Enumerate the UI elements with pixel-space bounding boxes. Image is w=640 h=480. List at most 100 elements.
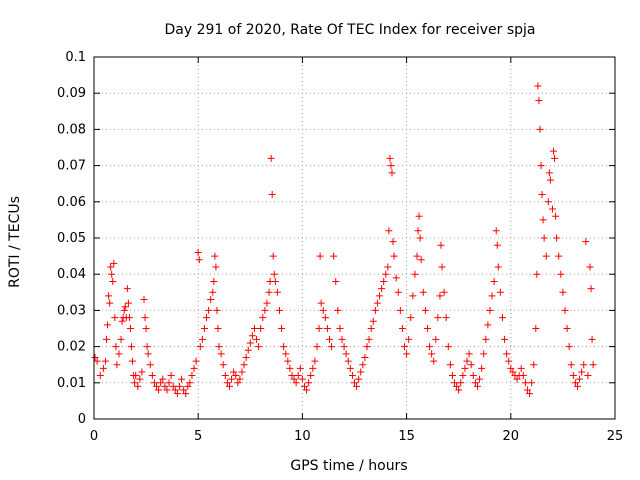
x-tick-label: 25	[607, 429, 624, 444]
data-point	[551, 154, 559, 162]
data-point	[225, 382, 233, 390]
data-point	[106, 299, 114, 307]
data-point	[411, 270, 419, 278]
data-point	[210, 277, 218, 285]
data-point	[557, 270, 565, 278]
data-point	[351, 379, 358, 387]
data-point	[248, 332, 256, 340]
data-point	[357, 368, 365, 376]
data-point	[93, 357, 101, 365]
data-point	[538, 191, 546, 199]
data-point	[305, 379, 313, 387]
data-point	[182, 390, 190, 398]
data-point	[242, 353, 250, 361]
data-point	[494, 263, 502, 271]
data-point	[371, 306, 379, 314]
data-point	[548, 205, 556, 213]
data-point	[363, 343, 371, 351]
data-point	[263, 299, 271, 307]
data-point	[200, 325, 208, 332]
data-point	[542, 252, 550, 260]
data-point	[389, 238, 397, 246]
data-point	[321, 314, 329, 322]
data-point	[438, 263, 446, 271]
data-point	[99, 364, 107, 372]
data-point	[344, 357, 352, 365]
data-point	[257, 325, 265, 332]
data-point	[317, 299, 325, 307]
data-point	[290, 375, 298, 383]
data-point	[211, 252, 219, 260]
data-point	[315, 325, 323, 332]
data-point	[403, 350, 411, 358]
data-point	[569, 372, 577, 380]
data-point	[105, 292, 113, 300]
data-point	[292, 379, 300, 387]
y-tick-label: 0.07	[57, 159, 86, 174]
data-point	[316, 252, 324, 260]
data-point	[192, 357, 200, 365]
data-point	[392, 274, 400, 282]
data-point	[493, 241, 501, 249]
data-point	[270, 270, 278, 278]
data-point	[373, 299, 381, 307]
data-point	[113, 361, 121, 369]
data-point	[136, 375, 144, 383]
data-point	[214, 325, 222, 332]
data-point	[546, 176, 554, 184]
data-point	[159, 375, 167, 383]
data-point	[163, 386, 171, 394]
data-point	[213, 306, 221, 314]
data-point	[540, 234, 548, 242]
data-point	[507, 364, 515, 372]
data-point	[148, 372, 156, 380]
data-point	[244, 346, 252, 354]
data-point	[117, 335, 125, 343]
data-point	[155, 386, 163, 394]
data-point	[455, 386, 463, 394]
data-point	[484, 321, 492, 329]
data-point	[463, 357, 471, 365]
data-point	[537, 162, 545, 170]
data-points	[91, 82, 597, 398]
data-point	[255, 343, 263, 351]
data-point	[390, 252, 398, 260]
data-point	[342, 350, 350, 358]
data-point	[442, 314, 450, 322]
data-point	[501, 335, 509, 343]
data-point	[533, 270, 541, 278]
data-point	[282, 350, 290, 358]
data-point	[440, 288, 448, 296]
data-point	[578, 368, 586, 376]
data-point	[278, 325, 286, 332]
data-point	[573, 382, 581, 390]
data-point	[246, 339, 254, 347]
data-point	[126, 325, 134, 332]
data-point	[428, 350, 436, 358]
data-point	[240, 361, 248, 369]
data-point	[559, 288, 567, 296]
data-point	[482, 335, 490, 343]
data-point	[536, 125, 544, 133]
data-point	[125, 314, 133, 322]
data-point	[401, 343, 409, 351]
data-point	[467, 361, 475, 369]
data-point	[196, 343, 204, 351]
data-point	[209, 288, 217, 296]
data-point	[198, 335, 206, 343]
data-point	[108, 270, 116, 278]
data-point	[253, 335, 261, 343]
y-tick-label: 0.1	[65, 50, 86, 65]
data-point	[461, 364, 469, 372]
data-point	[275, 306, 283, 314]
data-point	[434, 314, 442, 322]
data-point	[169, 382, 177, 390]
data-point	[582, 238, 590, 246]
x-axis-label: GPS time / hours	[290, 458, 407, 474]
data-point	[384, 263, 392, 271]
data-point	[142, 325, 150, 332]
data-point	[167, 372, 175, 380]
data-point	[284, 357, 292, 365]
data-point	[394, 288, 402, 296]
